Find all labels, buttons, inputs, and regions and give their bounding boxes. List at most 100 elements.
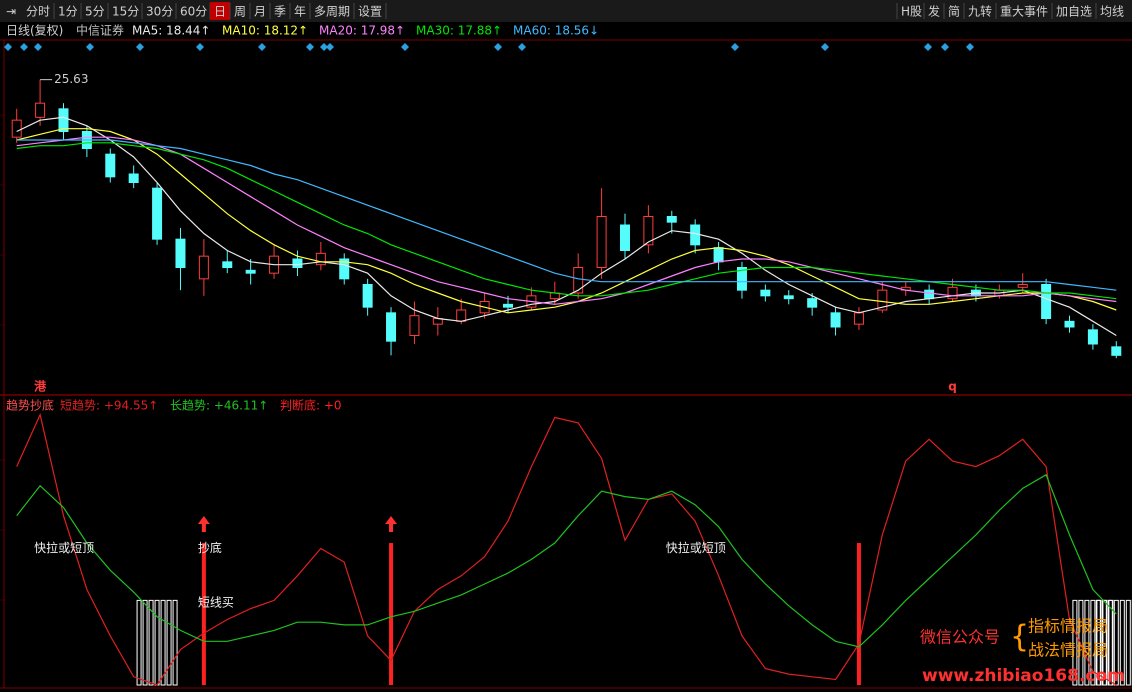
toolbar-button[interactable]: 季 xyxy=(274,5,286,19)
stripe xyxy=(1125,599,1131,686)
candle-body xyxy=(35,102,46,118)
stripe xyxy=(1090,599,1096,686)
stripe xyxy=(136,599,142,686)
legend-entry: MA20: 17.98↑ xyxy=(319,24,405,38)
candle-body xyxy=(1087,329,1098,345)
watermark-brace: { xyxy=(1010,620,1029,655)
toolbar-button[interactable]: 九转 xyxy=(968,4,992,19)
watermark-label: 微信公众号 xyxy=(920,628,1000,647)
trend-line xyxy=(16,473,1117,648)
toolbar-button[interactable]: 周 xyxy=(234,5,246,19)
stripe xyxy=(1095,599,1101,686)
candle-body xyxy=(573,267,584,294)
legend-entry: 短趋势: +94.55↑ xyxy=(60,399,158,413)
stripe xyxy=(154,599,160,686)
toolbar-button[interactable]: 30分 xyxy=(146,5,173,19)
candle-body xyxy=(456,309,467,322)
candle-body xyxy=(713,247,724,263)
stripe xyxy=(160,599,166,686)
event-diamonds xyxy=(4,43,974,51)
candle-body xyxy=(292,258,303,268)
ma-line xyxy=(16,139,1117,291)
candle-body xyxy=(877,289,888,311)
stripe xyxy=(1078,599,1084,686)
signal-bar xyxy=(856,543,861,685)
chart-subtitle: 中信证券 xyxy=(76,23,124,38)
candle-body xyxy=(128,173,139,183)
toolbar-button[interactable]: 多周期 xyxy=(314,5,350,19)
toolbar-button[interactable]: 均线 xyxy=(1100,5,1124,19)
toolbar-icon[interactable]: ⇥ xyxy=(6,5,16,19)
toolbar-bg xyxy=(0,0,1132,22)
toolbar-button[interactable]: 60分 xyxy=(180,5,207,19)
stripe xyxy=(1107,599,1113,686)
candle-body xyxy=(596,216,607,268)
stripe xyxy=(1113,599,1119,686)
signal-arrow xyxy=(197,516,210,532)
candle-body xyxy=(643,216,654,246)
stripe xyxy=(148,599,154,686)
toolbar-button[interactable]: H股 xyxy=(901,5,922,19)
toolbar-button[interactable]: 年 xyxy=(294,5,306,19)
stripe xyxy=(1101,599,1107,686)
toolbar-button[interactable]: 分时 xyxy=(26,5,50,19)
event-marker: 港 xyxy=(34,379,47,394)
signal-bar xyxy=(201,543,206,685)
legend-entry: 长趋势: +46.11↑ xyxy=(170,399,268,413)
annotation: 抄底 xyxy=(198,540,222,555)
watermark-line: 指标情报局 xyxy=(1028,617,1108,636)
candle-body xyxy=(315,252,326,266)
max-label: 25.63 xyxy=(54,72,88,86)
ma-line xyxy=(16,116,1117,337)
candle-body xyxy=(807,298,818,308)
candle-body xyxy=(830,312,841,328)
toolbar-button[interactable]: 设置 xyxy=(358,5,382,19)
ma-line xyxy=(16,142,1117,300)
legend-entry: MA5: 18.44↑ xyxy=(132,24,210,38)
candle-body xyxy=(666,216,677,223)
candle-body xyxy=(175,238,186,269)
candle-body xyxy=(386,312,397,342)
annotation: 快拉或短顶 xyxy=(666,540,726,555)
stripe xyxy=(1119,599,1125,686)
legend-entry: MA10: 18.12↑ xyxy=(222,24,308,38)
candle-body xyxy=(198,255,209,280)
toolbar-button[interactable]: 15分 xyxy=(112,5,139,19)
toolbar-button[interactable]: 简 xyxy=(948,5,960,19)
toolbar-button[interactable]: 重大事件 xyxy=(1000,5,1048,19)
toolbar-button[interactable]: 1分 xyxy=(58,5,78,19)
candle-body xyxy=(362,284,373,308)
candle-body xyxy=(11,119,22,138)
stripe xyxy=(172,599,178,686)
annotation: 短线买 xyxy=(198,596,234,610)
ma-line xyxy=(16,128,1117,314)
toolbar-button[interactable]: 日 xyxy=(214,5,226,19)
candle-body xyxy=(619,224,630,251)
toolbar-button[interactable]: 月 xyxy=(254,5,266,19)
indicator-title: 趋势抄底 xyxy=(6,398,54,413)
annotation: 快拉或短顶 xyxy=(34,540,94,555)
candle-body xyxy=(947,286,958,300)
stripe xyxy=(142,599,148,686)
stripe-bar xyxy=(1095,599,1132,686)
candle-body xyxy=(222,261,233,269)
watermark-url: www.zhibiao168.com xyxy=(922,666,1125,686)
stripe xyxy=(166,599,172,686)
trend-line xyxy=(16,412,1117,686)
legend-entry: 判断底: +0 xyxy=(280,398,342,413)
candle-body xyxy=(58,108,69,133)
legend-entry: MA30: 17.88↑ xyxy=(416,24,502,38)
toolbar-button[interactable]: 5分 xyxy=(85,5,105,19)
stripe xyxy=(1072,599,1078,686)
candle-body xyxy=(736,267,747,291)
candle-body xyxy=(503,303,514,308)
candle-body xyxy=(924,289,935,300)
chart-title: 日线(复权) xyxy=(6,24,63,38)
candle-body xyxy=(1041,284,1052,319)
stripe-bar xyxy=(136,599,178,686)
toolbar-button[interactable]: 加自选 xyxy=(1056,5,1092,19)
h-guides xyxy=(0,114,6,601)
candle-body xyxy=(1111,346,1122,356)
toolbar-button[interactable]: 发 xyxy=(928,4,940,19)
toolbar-selected xyxy=(210,2,230,20)
